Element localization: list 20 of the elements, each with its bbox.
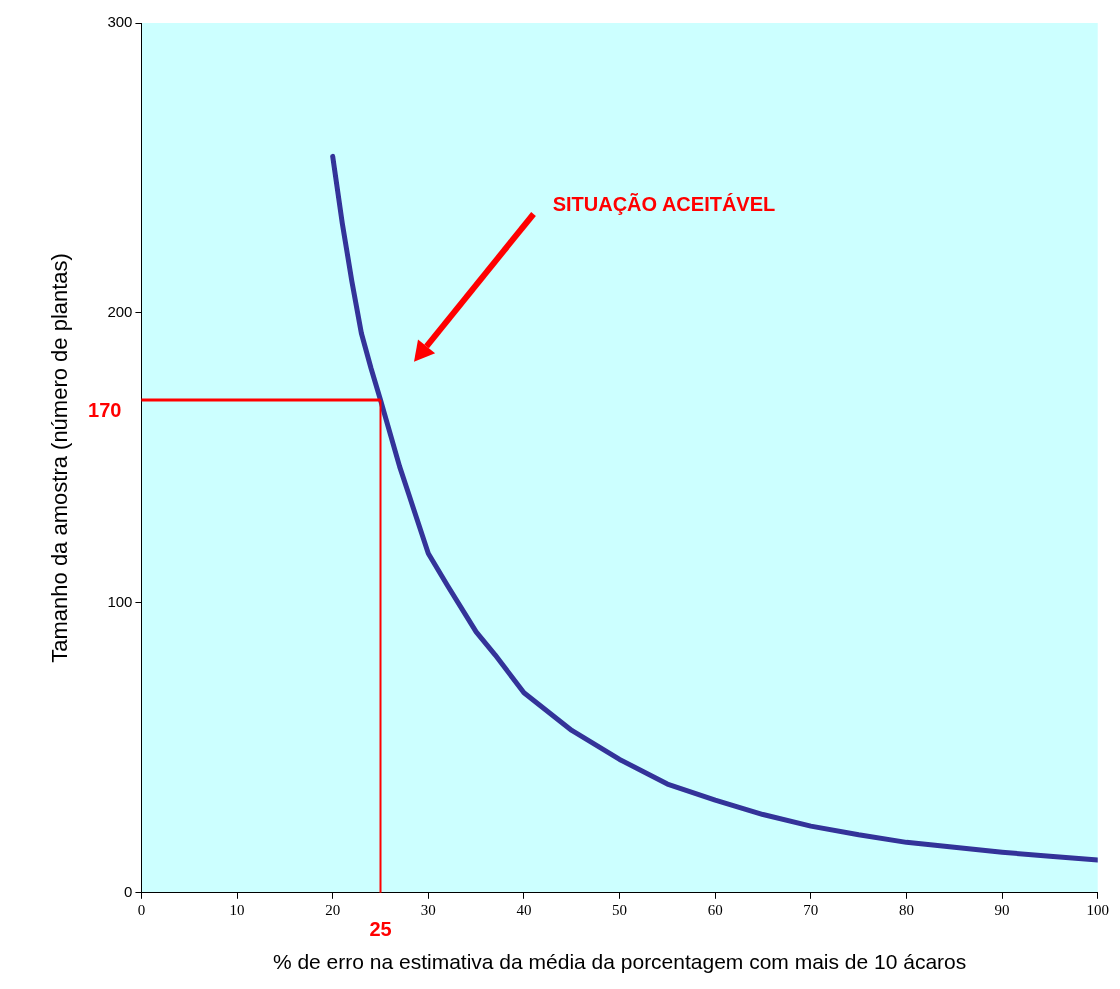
x-tick-label: 60 bbox=[707, 901, 723, 918]
x-tick-label: 80 bbox=[898, 901, 914, 918]
x-tick-label: 90 bbox=[994, 901, 1010, 918]
ref-line-label: 25 bbox=[369, 918, 392, 941]
x-tick-label: 0 bbox=[137, 901, 146, 918]
y-tick-label: 200 bbox=[107, 303, 133, 321]
x-tick-label: 70 bbox=[803, 901, 819, 918]
ref-line-label: 170 bbox=[88, 399, 122, 422]
y-axis-title: Tamanho da amostra (número de plantas) bbox=[47, 253, 73, 663]
x-tick-label: 100 bbox=[1086, 901, 1109, 918]
x-tick-label: 20 bbox=[325, 901, 341, 918]
annotation: SITUAÇÃO ACEITÁVEL bbox=[552, 193, 776, 216]
y-tick-label: 100 bbox=[107, 593, 133, 611]
y-tick-label: 300 bbox=[107, 13, 133, 31]
x-tick-label: 40 bbox=[516, 901, 532, 918]
y-tick-label: 0 bbox=[124, 882, 133, 900]
x-tick-label: 50 bbox=[612, 901, 628, 918]
x-tick-label: 10 bbox=[229, 901, 245, 918]
x-axis-title: % de erro na estimativa da média da porcentagem com mais de 10 ácaros bbox=[272, 950, 967, 974]
x-tick-label: 30 bbox=[420, 901, 436, 918]
